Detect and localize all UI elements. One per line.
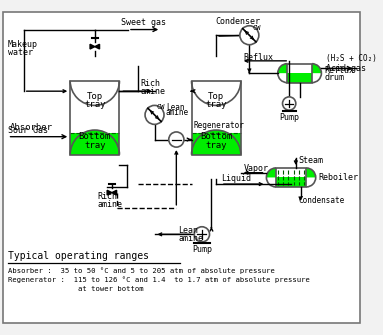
FancyBboxPatch shape — [287, 73, 312, 83]
FancyBboxPatch shape — [70, 81, 119, 155]
Text: amine: amine — [98, 200, 123, 208]
Wedge shape — [70, 130, 119, 155]
Text: CW: CW — [252, 25, 261, 31]
Text: drum: drum — [324, 73, 344, 82]
Text: Vapor: Vapor — [244, 164, 268, 174]
Polygon shape — [95, 44, 100, 49]
FancyBboxPatch shape — [3, 11, 360, 324]
Text: at tower bottom: at tower bottom — [8, 286, 143, 292]
Text: tray: tray — [205, 100, 227, 109]
Text: Absorber :  35 to 50 °C and 5 to 205 atm of absolute pressure: Absorber : 35 to 50 °C and 5 to 205 atm … — [8, 267, 275, 274]
Text: CW: CW — [156, 104, 165, 110]
Text: Sour Gas: Sour Gas — [8, 127, 47, 135]
Wedge shape — [306, 168, 316, 187]
Text: Absorber: Absorber — [10, 123, 52, 132]
Text: amine: amine — [166, 109, 189, 118]
Text: Liquid: Liquid — [221, 174, 251, 183]
FancyBboxPatch shape — [192, 133, 241, 155]
Text: Regenerator :  115 to 126 °C and 1.4  to 1.7 atm of absolute pressure: Regenerator : 115 to 126 °C and 1.4 to 1… — [8, 276, 309, 283]
Circle shape — [194, 227, 210, 242]
Circle shape — [240, 26, 259, 45]
Circle shape — [169, 132, 184, 147]
Wedge shape — [70, 81, 119, 106]
Polygon shape — [90, 44, 95, 49]
Text: Condensate: Condensate — [299, 196, 345, 205]
Polygon shape — [112, 190, 116, 195]
Text: Regenerator: Regenerator — [193, 121, 244, 130]
Text: Reflux: Reflux — [324, 66, 354, 75]
Text: amine: amine — [140, 87, 165, 96]
Wedge shape — [192, 130, 241, 155]
FancyBboxPatch shape — [70, 133, 119, 155]
Text: tray: tray — [84, 141, 106, 150]
Text: Bottom: Bottom — [79, 132, 111, 141]
Text: Steam: Steam — [299, 156, 324, 165]
Text: Pump: Pump — [192, 245, 212, 254]
Text: Reboiler: Reboiler — [319, 173, 358, 182]
Text: Top: Top — [87, 92, 103, 102]
Text: Rich: Rich — [98, 192, 118, 201]
Wedge shape — [70, 130, 119, 155]
FancyBboxPatch shape — [287, 64, 312, 83]
Wedge shape — [192, 130, 241, 155]
Text: Top: Top — [208, 92, 224, 102]
Polygon shape — [107, 190, 112, 195]
FancyBboxPatch shape — [192, 81, 241, 155]
Wedge shape — [192, 81, 241, 106]
Text: (H₂S + CO₂): (H₂S + CO₂) — [326, 55, 377, 63]
Text: Rich: Rich — [140, 79, 160, 88]
Text: Acid gas: Acid gas — [326, 64, 366, 73]
Wedge shape — [267, 168, 276, 178]
Text: Lean: Lean — [178, 226, 198, 235]
Text: Reflux: Reflux — [244, 54, 274, 63]
Wedge shape — [278, 64, 287, 83]
FancyBboxPatch shape — [276, 178, 306, 187]
Text: Condenser: Condenser — [215, 17, 260, 26]
Text: water: water — [8, 48, 33, 57]
Wedge shape — [312, 64, 321, 73]
Text: Typical operating ranges: Typical operating ranges — [8, 251, 149, 261]
Circle shape — [283, 97, 296, 110]
Circle shape — [145, 106, 164, 124]
Text: tray: tray — [205, 141, 227, 150]
Wedge shape — [312, 64, 321, 83]
Text: Makeup: Makeup — [8, 40, 38, 49]
Wedge shape — [267, 168, 276, 187]
Text: amine: amine — [178, 233, 203, 243]
Wedge shape — [278, 64, 287, 73]
Text: Sweet gas: Sweet gas — [121, 18, 166, 27]
Text: Lean: Lean — [166, 103, 184, 112]
Wedge shape — [306, 168, 316, 178]
Text: Bottom: Bottom — [200, 132, 232, 141]
Text: Pump: Pump — [279, 113, 299, 122]
Text: tray: tray — [84, 100, 106, 109]
FancyBboxPatch shape — [276, 168, 306, 187]
